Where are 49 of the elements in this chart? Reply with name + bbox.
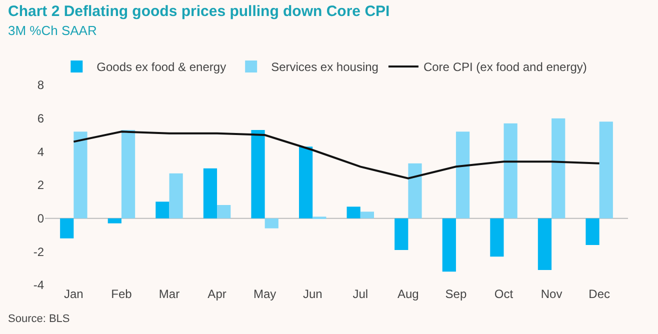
x-tick-label: Nov xyxy=(540,287,562,301)
bar xyxy=(251,130,265,218)
bar xyxy=(442,218,456,272)
bar xyxy=(74,132,88,218)
bar xyxy=(203,168,218,218)
legend-label: Core CPI (ex food and energy) xyxy=(423,60,587,74)
y-tick-label: 0 xyxy=(37,212,44,226)
bar xyxy=(490,218,504,257)
chart-title: Chart 2 Deflating goods prices pulling down Core CPI xyxy=(8,3,390,20)
bar xyxy=(264,218,278,228)
x-tick-label: Jul xyxy=(352,287,368,301)
x-tick-label: Jan xyxy=(64,287,84,301)
legend-label: Services ex housing xyxy=(271,60,378,74)
bar xyxy=(552,118,566,218)
source-note: Source: BLS xyxy=(8,313,70,325)
bar xyxy=(169,173,183,218)
bar xyxy=(121,130,136,218)
bar xyxy=(586,218,600,245)
y-tick-label: 2 xyxy=(37,178,44,192)
bar xyxy=(394,218,408,250)
x-tick-label: Apr xyxy=(208,287,226,301)
bar xyxy=(108,218,122,224)
bar xyxy=(156,202,170,218)
x-tick-label: Aug xyxy=(398,287,419,301)
y-tick-label: -4 xyxy=(33,278,44,292)
bar xyxy=(408,163,422,218)
x-tick-label: Sep xyxy=(445,287,467,301)
line-series xyxy=(72,130,600,180)
bar xyxy=(538,218,552,270)
x-tick-label: Dec xyxy=(588,287,610,301)
bar xyxy=(599,122,613,218)
y-tick-label: -2 xyxy=(33,244,44,259)
bar xyxy=(298,146,313,218)
x-tick-label: Mar xyxy=(158,287,180,301)
bar xyxy=(456,132,470,218)
x-tick-label: May xyxy=(253,287,276,301)
bar xyxy=(346,206,360,218)
y-tick-label: 6 xyxy=(37,112,44,126)
chart-subtitle: 3M %Ch SAAR xyxy=(8,23,97,38)
x-tick-label: Feb xyxy=(111,287,132,301)
bar xyxy=(60,218,74,238)
legend-label: Goods ex food & energy xyxy=(96,60,226,74)
x-tick-label: Oct xyxy=(494,287,514,301)
bar xyxy=(360,212,374,218)
y-tick-label: 4 xyxy=(37,144,44,159)
x-tick-label: Jun xyxy=(302,287,322,301)
y-tick-label: 8 xyxy=(37,78,44,92)
bar xyxy=(217,205,231,218)
bar xyxy=(504,123,518,218)
